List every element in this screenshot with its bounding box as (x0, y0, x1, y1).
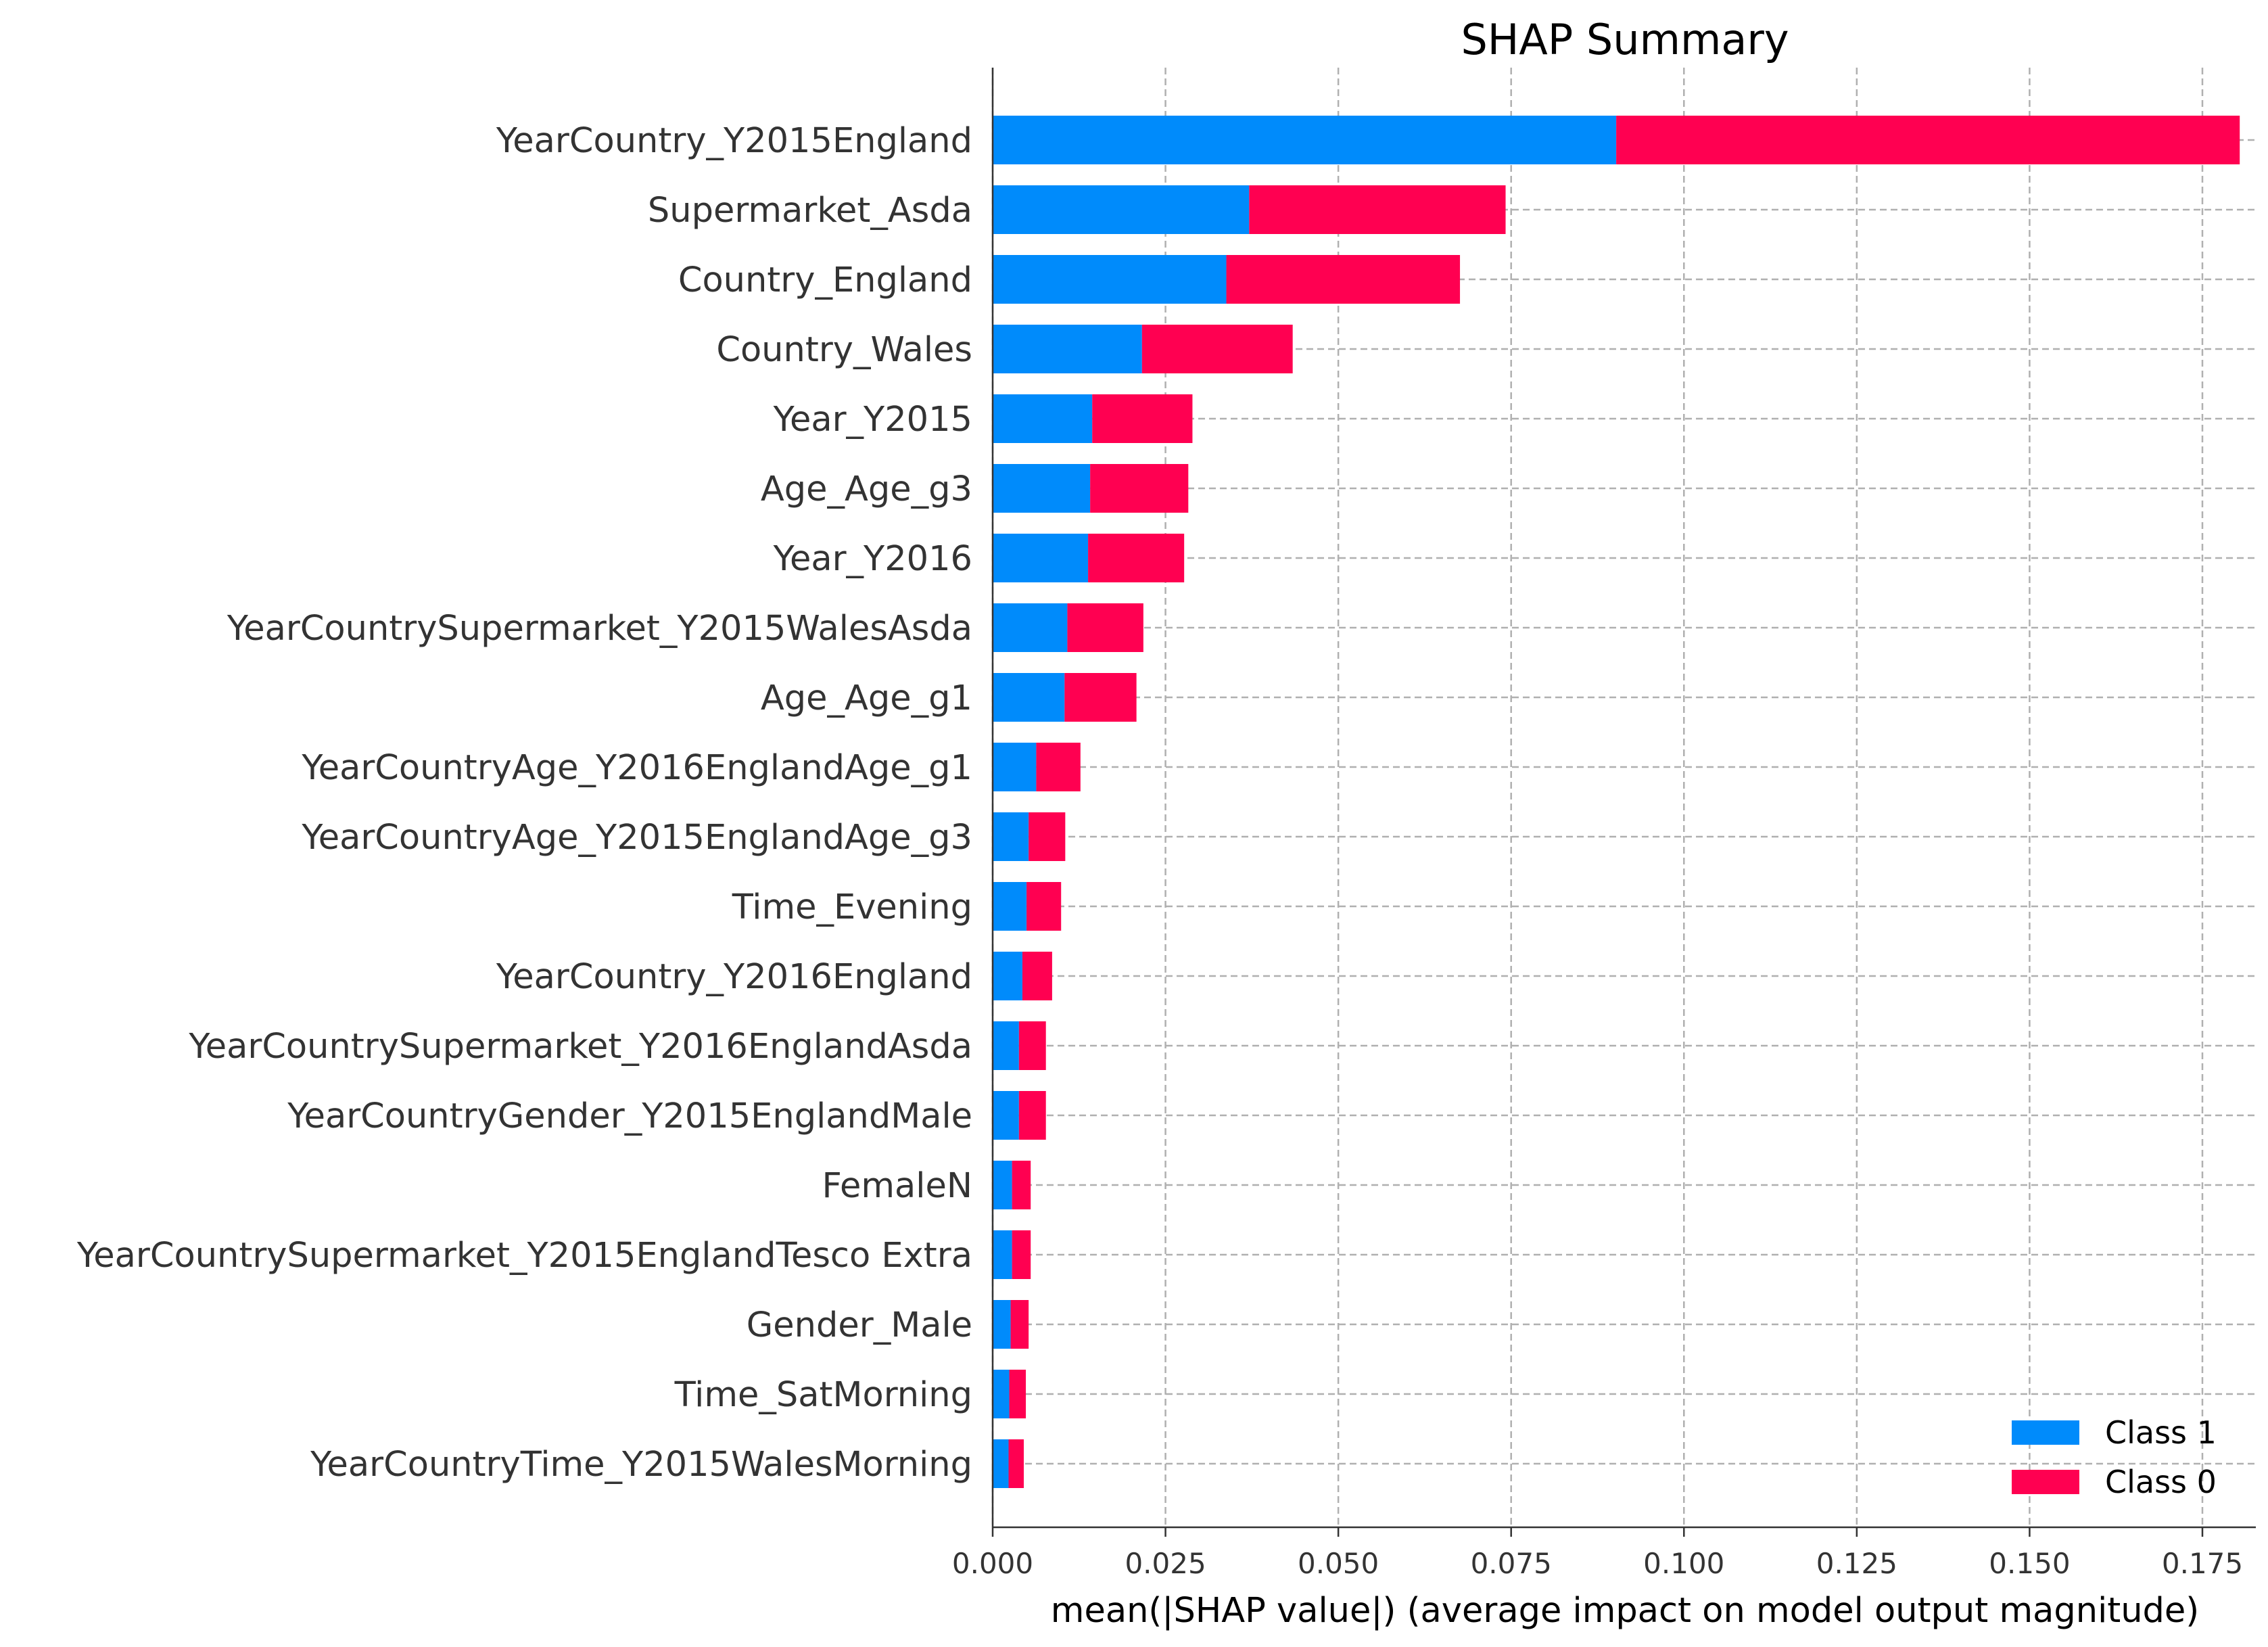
bar-class0 (1022, 952, 1052, 1000)
bar-class0 (1088, 534, 1185, 582)
bar-class1 (993, 882, 1027, 931)
y-tick-label: Country_Wales (716, 330, 972, 370)
bar-class1 (993, 255, 1227, 304)
y-tick-label: Time_Evening (732, 887, 972, 927)
chart-title: SHAP Summary (1461, 15, 1789, 64)
bar-class0 (1226, 255, 1461, 304)
y-tick-label: YearCountryAge_Y2015EnglandAge_g3 (301, 818, 972, 858)
bar-class1 (993, 603, 1068, 652)
x-tick-labels: 0.000 0.025 0.050 0.075 0.100 0.125 0.150 0.175 (952, 1547, 2243, 1580)
bar-class0 (1092, 394, 1193, 443)
bar-class0 (1067, 603, 1143, 652)
bar-class1 (993, 1230, 1012, 1279)
y-tick-label: YearCountrySupermarket_Y2015EnglandTesco… (76, 1236, 972, 1276)
bar-class0 (1008, 1439, 1024, 1488)
x-tick-label: 0.150 (1989, 1547, 2070, 1580)
bar-class0 (1141, 325, 1293, 373)
bar-class1 (993, 1021, 1019, 1070)
y-tick-label: Year_Y2015 (773, 400, 972, 440)
x-tick-label: 0.125 (1816, 1547, 1897, 1580)
y-tick-label: Supermarket_Asda (648, 191, 972, 231)
y-tick-label: YearCountry_Y2016England (496, 957, 972, 997)
y-tick-label: YearCountrySupermarket_Y2015WalesAsda (227, 609, 972, 649)
y-tick-label: YearCountry_Y2015England (496, 121, 972, 161)
x-tick-label: 0.000 (952, 1547, 1033, 1580)
bar-class0 (1249, 185, 1506, 234)
bar-class0 (1018, 1091, 1046, 1140)
bar-class0 (1616, 116, 2240, 164)
y-tick-label: YearCountrySupermarket_Y2016EnglandAsda (188, 1027, 972, 1067)
y-tick-label: YearCountryAge_Y2016EnglandAge_g1 (301, 748, 972, 788)
y-tick-label: Country_England (678, 260, 972, 300)
y-tick-label: Age_Age_g1 (761, 678, 972, 718)
bar-class0 (1018, 1021, 1046, 1070)
y-tick-labels: YearCountry_Y2015England Supermarket_Asda… (76, 121, 972, 1485)
bar-class0 (1036, 743, 1081, 791)
bar-class1 (993, 1161, 1012, 1209)
bar-class0 (1064, 673, 1137, 722)
bar-class1 (993, 1370, 1010, 1418)
bar-class1 (993, 743, 1037, 791)
bar-class1 (993, 812, 1029, 861)
bar-class0 (1026, 882, 1062, 931)
x-axis-label: mean(|SHAP value|) (average impact on mo… (1051, 1591, 2199, 1631)
bar-class1 (993, 116, 1617, 164)
bar-class1 (993, 464, 1091, 513)
bar-class1 (993, 325, 1142, 373)
legend-swatch (2012, 1420, 2079, 1445)
y-tick-label: Age_Age_g3 (761, 469, 972, 509)
legend-swatch (2012, 1470, 2079, 1494)
bar-class0 (1009, 1370, 1026, 1418)
x-tick-label: 0.050 (1298, 1547, 1379, 1580)
y-tick-label: FemaleN (822, 1166, 972, 1206)
legend: Class 1 Class 0 (2012, 1414, 2217, 1500)
bar-class0 (1012, 1161, 1031, 1209)
axes (991, 68, 2256, 1537)
y-tick-label: Time_SatMorning (674, 1375, 972, 1415)
bar-class0 (1010, 1300, 1029, 1349)
y-tick-label: Year_Y2016 (773, 539, 972, 579)
bar-class1 (993, 394, 1093, 443)
x-tick-label: 0.100 (1643, 1547, 1724, 1580)
legend-label: Class 0 (2105, 1464, 2217, 1500)
x-tick-label: 0.175 (2162, 1547, 2243, 1580)
bar-class1 (993, 1439, 1009, 1488)
bar-class0 (1029, 812, 1066, 861)
y-tick-label: Gender_Male (747, 1305, 972, 1345)
legend-label: Class 1 (2105, 1414, 2217, 1451)
bar-class1 (993, 185, 1250, 234)
y-tick-label: YearCountryGender_Y2015EnglandMale (287, 1096, 972, 1136)
y-tick-label: YearCountryTime_Y2015WalesMorning (310, 1445, 972, 1485)
bar-class1 (993, 952, 1022, 1000)
bar-class0 (1090, 464, 1189, 513)
bar-class0 (1012, 1230, 1031, 1279)
bar-class1 (993, 673, 1065, 722)
bar-class1 (993, 1091, 1019, 1140)
bar-class1 (993, 1300, 1011, 1349)
bar-class1 (993, 534, 1089, 582)
x-tick-label: 0.075 (1471, 1547, 1552, 1580)
x-tick-label: 0.025 (1125, 1547, 1206, 1580)
bars (993, 116, 2240, 1488)
